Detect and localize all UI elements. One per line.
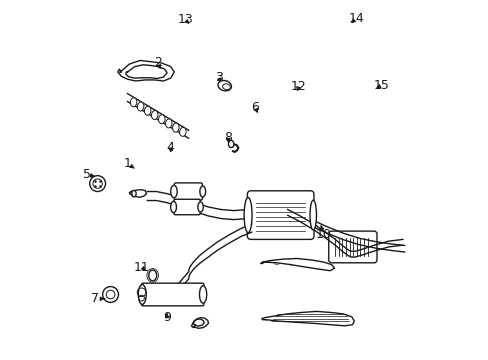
Ellipse shape [228, 140, 233, 148]
FancyBboxPatch shape [174, 199, 200, 215]
Polygon shape [129, 190, 146, 197]
Ellipse shape [179, 127, 186, 136]
Polygon shape [125, 65, 167, 78]
Ellipse shape [165, 119, 172, 128]
Text: 10: 10 [315, 225, 331, 241]
Ellipse shape [198, 202, 203, 212]
Ellipse shape [132, 190, 136, 197]
Polygon shape [118, 60, 174, 81]
Text: 5: 5 [82, 168, 94, 181]
Ellipse shape [137, 102, 143, 111]
Ellipse shape [138, 284, 146, 305]
Ellipse shape [276, 315, 283, 320]
Circle shape [89, 176, 105, 192]
Text: 9: 9 [163, 311, 171, 324]
Ellipse shape [309, 200, 316, 230]
Ellipse shape [172, 123, 179, 132]
Text: 15: 15 [373, 79, 388, 92]
Ellipse shape [144, 106, 151, 115]
Ellipse shape [222, 84, 230, 90]
Text: 11: 11 [134, 261, 149, 274]
Text: 8: 8 [224, 131, 232, 144]
FancyBboxPatch shape [328, 231, 376, 263]
Text: 7: 7 [91, 292, 104, 305]
Polygon shape [260, 258, 334, 271]
Ellipse shape [291, 318, 298, 321]
Circle shape [102, 287, 118, 302]
FancyBboxPatch shape [174, 183, 202, 200]
Polygon shape [193, 319, 204, 326]
Ellipse shape [244, 198, 251, 233]
FancyBboxPatch shape [247, 191, 313, 239]
Text: 12: 12 [290, 80, 306, 93]
Text: 1: 1 [123, 157, 134, 170]
Text: 13: 13 [177, 13, 193, 26]
Ellipse shape [151, 111, 158, 120]
Text: 14: 14 [347, 12, 363, 25]
Polygon shape [261, 311, 354, 326]
Ellipse shape [199, 286, 206, 303]
Polygon shape [191, 318, 208, 328]
Text: 4: 4 [166, 141, 174, 154]
Ellipse shape [130, 98, 137, 107]
Ellipse shape [273, 260, 280, 264]
Ellipse shape [158, 115, 164, 124]
Text: 6: 6 [251, 101, 259, 114]
FancyBboxPatch shape [141, 283, 203, 306]
Ellipse shape [218, 81, 231, 91]
Ellipse shape [148, 270, 156, 281]
Text: 3: 3 [215, 71, 223, 84]
Ellipse shape [170, 201, 176, 213]
Ellipse shape [200, 186, 205, 197]
Ellipse shape [170, 185, 177, 198]
Text: 2: 2 [154, 57, 162, 69]
Ellipse shape [289, 261, 296, 266]
